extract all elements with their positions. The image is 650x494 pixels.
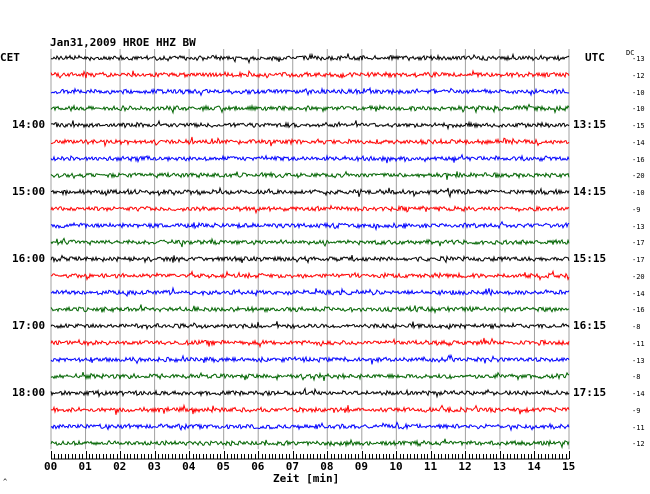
dc-offset-value: -14 [632, 138, 645, 147]
dc-offset-value: -20 [632, 172, 645, 181]
cet-hour-label: 18:00 [12, 386, 46, 399]
utc-hour-label: 17:15 [573, 386, 607, 399]
dc-offset-value: -9 [632, 406, 641, 415]
dc-offset-value: -14 [632, 289, 645, 298]
cet-hour-label: 16:00 [12, 252, 46, 265]
utc-hour-label: 14:15 [573, 185, 607, 198]
trace-line [50, 170, 570, 180]
grid [50, 49, 570, 450]
trace-line [50, 52, 570, 65]
x-tick-label: 00 [44, 460, 58, 473]
x-tick-label: 02 [113, 460, 127, 473]
dc-offset-value: -8 [632, 373, 641, 382]
dc-offset-value: -12 [632, 71, 645, 80]
trace-line [50, 421, 570, 432]
trace-line [50, 438, 570, 450]
x-tick-label: 11 [423, 460, 438, 473]
dc-offset-value: -13 [632, 55, 645, 63]
dc-offset-value: -15 [632, 122, 645, 130]
trace-line [50, 136, 570, 148]
cet-hour-label: 15:00 [12, 185, 46, 198]
x-tick-label: 13 [492, 460, 507, 473]
cet-hour-label: 17:00 [12, 319, 46, 332]
trace-line [50, 337, 570, 349]
trace-line [50, 153, 570, 164]
dc-offset-value: -8 [632, 323, 641, 331]
trace-line [50, 286, 570, 298]
x-tick-label: 03 [147, 460, 161, 473]
trace-line [50, 254, 570, 265]
trace-line [50, 386, 570, 399]
x-tick-label: 04 [182, 460, 196, 473]
trace-line [50, 186, 570, 199]
x-tick-label: 15 [562, 460, 576, 473]
dc-offset-value: -16 [632, 155, 645, 164]
dc-offset-value: -10 [632, 189, 645, 197]
utc-label: UTC [585, 51, 605, 64]
trace-line [50, 353, 570, 365]
trace-line [50, 69, 570, 79]
trace-line [51, 119, 570, 131]
utc-hour-label: 13:15 [573, 118, 607, 131]
dc-offset-value: -16 [632, 306, 645, 315]
trace-line [50, 403, 570, 415]
chart-title: Jan31,2009 HROE HHZ BW [50, 36, 196, 49]
corner-mark: ^ [3, 478, 8, 486]
x-tick-label: 01 [78, 460, 92, 473]
trace-line [50, 304, 570, 315]
dc-offset-value: -10 [632, 88, 645, 97]
x-axis-label: Zeit [min] [273, 472, 340, 485]
dc-offset-value: -20 [632, 272, 645, 281]
x-tick-label: 06 [251, 460, 265, 473]
x-tick-label: 10 [389, 460, 403, 473]
cet-label: CET [0, 51, 20, 64]
trace-line [50, 86, 570, 97]
dc-offset-value: -10 [632, 105, 645, 114]
trace-line [50, 220, 570, 232]
trace-line [50, 103, 570, 115]
x-tick-label: 12 [458, 460, 472, 473]
cet-hour-label: 14:00 [12, 118, 46, 131]
dc-offset-value: -11 [632, 423, 645, 432]
traces [50, 52, 570, 450]
dc-offset-value: -13 [632, 356, 645, 365]
trace-line [50, 204, 570, 215]
dc-offset-value: -13 [632, 222, 645, 231]
dc-offset-value: -17 [632, 239, 645, 248]
dc-label: DC [626, 49, 635, 57]
x-tick-label: 07 [285, 460, 299, 473]
trace-line [50, 371, 570, 382]
x-axis [51, 451, 570, 460]
x-tick-label: 08 [320, 460, 334, 473]
x-tick-label: 14 [527, 460, 541, 473]
dc-offset-value: -11 [632, 339, 645, 348]
trace-line [50, 321, 570, 331]
trace-line [50, 269, 570, 282]
x-tick-label: 09 [354, 460, 369, 473]
dc-offset-value: -14 [632, 390, 645, 398]
x-tick-label: 05 [216, 460, 230, 473]
utc-hour-label: 16:15 [573, 319, 607, 332]
dc-offset-value: -17 [632, 256, 645, 264]
dc-offset-value: -12 [632, 440, 645, 449]
utc-hour-label: 15:15 [573, 252, 607, 265]
dc-offset-value: -9 [632, 205, 641, 214]
trace-line [50, 237, 570, 248]
